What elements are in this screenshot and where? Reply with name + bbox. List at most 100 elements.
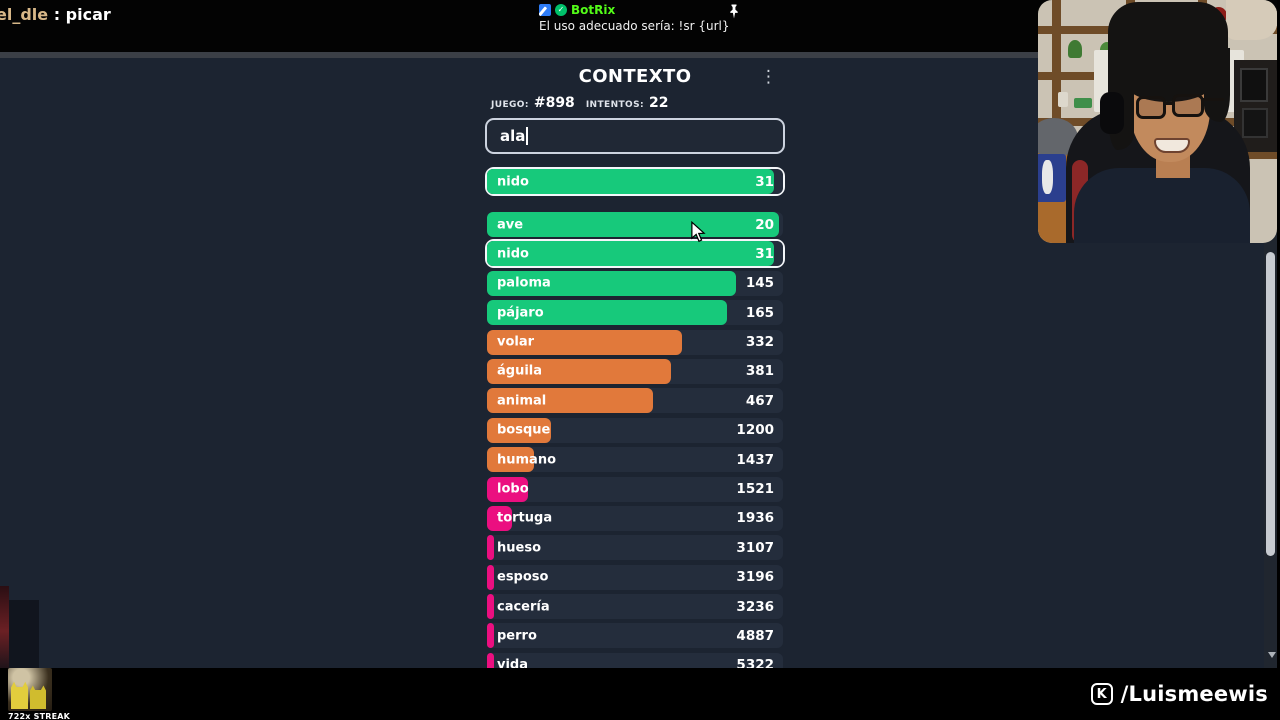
scrollbar-down-arrow-icon[interactable]	[1268, 652, 1276, 658]
guess-bar-fill	[487, 212, 779, 237]
guess-bar-fill	[487, 169, 775, 194]
guess-bar-fill	[487, 535, 495, 561]
guess-word: tortuga	[497, 510, 553, 526]
guess-rank: 3107	[736, 539, 774, 556]
guess-bar-fill	[487, 652, 494, 678]
page-title: CONTEXTO	[578, 66, 692, 87]
last-chat-guess: el_dle : picar	[0, 5, 111, 24]
guess-word: lobo	[497, 481, 529, 497]
guess-word: hueso	[497, 540, 541, 556]
guess-bar-track	[487, 476, 783, 502]
guess-bar-fill	[487, 505, 513, 531]
chat-guess-word: : picar	[48, 5, 111, 24]
guess-word: humano	[497, 452, 557, 468]
contexto-panel: CONTEXTO ⋮ JUEGO: #898 INTENTOS: 22 ala …	[485, 66, 785, 680]
latest-guess-row: nido 31	[485, 167, 785, 196]
channel-handle: /Luismeewis	[1120, 682, 1268, 706]
guess-row: pájaro 165	[485, 298, 785, 327]
guess-rank: 1521	[736, 481, 774, 498]
shelf-item	[1058, 92, 1068, 107]
lamp	[1226, 0, 1277, 40]
guess-word: esposo	[497, 569, 549, 585]
guess-word: animal	[497, 393, 547, 409]
guess-word: cacería	[497, 599, 550, 615]
guess-bar-fill	[487, 358, 671, 384]
guess-bar-fill	[487, 476, 529, 502]
guess-row: ave 20	[485, 210, 785, 239]
guess-input[interactable]: ala	[485, 118, 785, 154]
guess-rank: 467	[745, 392, 774, 409]
guess-bar-track	[487, 447, 783, 473]
guess-rank: 332	[745, 334, 774, 351]
game-number-label: JUEGO:	[491, 100, 529, 110]
streamer-glasses-right	[1172, 94, 1204, 117]
guess-rank: 31	[755, 245, 774, 262]
streamer-shirt	[1074, 168, 1250, 243]
streamer-glasses-left	[1136, 96, 1166, 119]
guess-word: volar	[497, 334, 535, 350]
webcam-overlay	[1038, 0, 1277, 243]
scrollbar-thumb[interactable]	[1266, 252, 1275, 556]
guess-word: nido	[497, 246, 529, 262]
guess-word: águila	[497, 363, 543, 379]
guess-bar-fill	[487, 564, 495, 590]
game-stats: JUEGO: #898 INTENTOS: 22	[485, 95, 785, 111]
kebab-menu-icon[interactable]: ⋮	[760, 67, 777, 87]
guess-word: bosque	[497, 422, 551, 438]
guess-bar-fill	[487, 417, 551, 443]
pin-icon[interactable]	[728, 4, 740, 19]
window-divider	[0, 52, 1280, 58]
guess-row: hueso 3107	[485, 533, 785, 562]
cat-figure	[30, 685, 46, 709]
guess-rank: 1200	[736, 422, 774, 439]
streak-widget: 722x STREAK	[8, 668, 70, 720]
guess-row: lobo 1521	[485, 475, 785, 504]
pinned-username: BotRix	[571, 2, 616, 17]
guess-rank: 3236	[736, 598, 774, 615]
guess-word: pájaro	[497, 305, 544, 321]
left-edge-shadow	[9, 600, 39, 668]
kick-logo-icon: K	[1090, 683, 1113, 705]
text-caret	[526, 127, 529, 145]
left-edge-overlay	[0, 586, 9, 668]
guess-word: paloma	[497, 275, 551, 291]
guess-bar-fill	[487, 241, 775, 267]
guess-bar-fill	[487, 300, 727, 326]
guess-bar-track	[487, 505, 783, 531]
guess-bar-fill	[487, 594, 495, 620]
guess-row: paloma 145	[485, 269, 785, 298]
guess-bar-fill	[487, 623, 494, 649]
guess-rank: 1936	[736, 510, 774, 527]
guess-rank: 3196	[736, 569, 774, 586]
guess-bar-track	[487, 623, 783, 649]
chat-username: el_dle	[0, 5, 49, 24]
streamer-smile	[1154, 138, 1190, 153]
headset-earcup-icon	[1100, 92, 1124, 134]
guess-row: cacería 3236	[485, 592, 785, 621]
guess-row: nido 31	[485, 239, 785, 269]
guess-rank: 20	[755, 216, 774, 233]
guess-row: volar 332	[485, 328, 785, 357]
guess-word: nido	[497, 174, 529, 189]
pinned-message: ✓ BotRix El uso adecuado sería: !sr {url…	[539, 2, 730, 33]
picture-frame	[1242, 108, 1268, 138]
game-number-value: #898	[533, 95, 575, 111]
channel-watermark: K /Luismeewis	[1090, 682, 1268, 706]
picture-frame	[1240, 68, 1268, 102]
glasses-arm	[1202, 98, 1224, 101]
glasses-bridge	[1164, 102, 1174, 105]
guess-row: animal 467	[485, 386, 785, 415]
guess-bar-fill	[487, 270, 736, 296]
guess-row: esposo 3196	[485, 563, 785, 592]
guess-bar-track	[487, 535, 783, 561]
artwork-detail	[1042, 160, 1053, 194]
streak-emote-image	[8, 668, 52, 711]
pinned-message-text: El uso adecuado sería: !sr {url}	[539, 19, 730, 33]
guess-list: ave 20 nido 31 paloma 145 pájaro 165 volar 332 águ…	[485, 210, 785, 680]
mouse-cursor	[691, 221, 706, 243]
guess-row: águila 381	[485, 357, 785, 386]
attempts-label: INTENTOS:	[585, 100, 644, 110]
guess-rank: 145	[745, 275, 774, 292]
guess-row: tortuga 1936	[485, 504, 785, 533]
guess-row: humano 1437	[485, 445, 785, 474]
